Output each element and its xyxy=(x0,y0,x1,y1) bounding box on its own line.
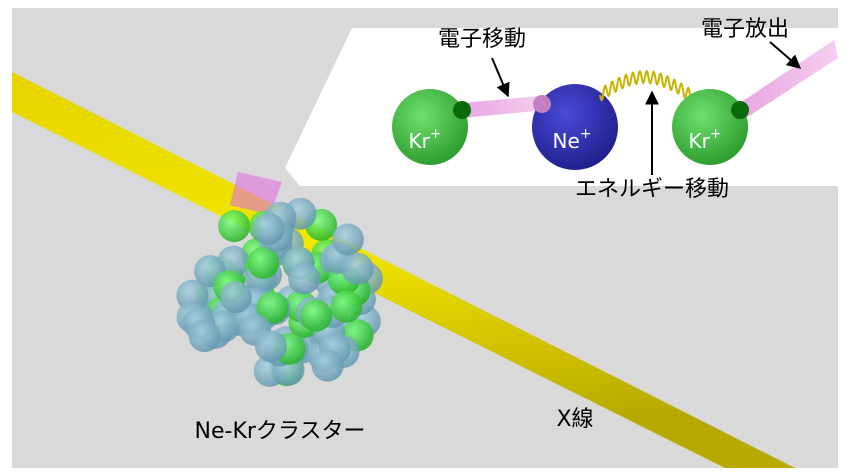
atom-charge: + xyxy=(580,126,592,142)
cluster-atom xyxy=(219,281,252,314)
label: Ne-Krクラスター xyxy=(195,419,366,444)
label: エネルギー移動 xyxy=(575,177,729,202)
cluster-atom xyxy=(256,291,289,324)
atom-label: Ne+ xyxy=(553,126,592,153)
cluster-atom xyxy=(300,299,333,332)
atom-label: Kr+ xyxy=(688,126,721,153)
cluster-atom xyxy=(330,290,363,323)
atom-label: Kr+ xyxy=(408,126,441,153)
cluster-atom xyxy=(247,246,280,279)
arrow xyxy=(491,57,510,98)
label: 電子移動 xyxy=(438,27,526,52)
arrow xyxy=(769,41,802,69)
electron xyxy=(533,95,551,113)
atom-symbol: Ne xyxy=(553,129,580,153)
x-ray-beam xyxy=(12,72,795,468)
ne-atom xyxy=(532,84,618,170)
cluster-atom xyxy=(255,330,288,363)
atom-charge: + xyxy=(710,126,722,142)
energy-wave xyxy=(599,69,691,102)
cluster-atom xyxy=(331,223,364,256)
cluster-atom xyxy=(341,252,374,285)
electron xyxy=(453,101,471,119)
emission-cone xyxy=(740,40,838,118)
cluster xyxy=(176,197,383,387)
cluster-atom xyxy=(311,349,344,382)
atom-charge: + xyxy=(430,126,442,142)
electron xyxy=(731,101,749,119)
cluster-atom xyxy=(288,262,321,295)
kr-atom xyxy=(672,89,748,165)
kr-atom xyxy=(392,89,468,165)
atom-labels: Kr+ Ne+ Kr+ xyxy=(408,126,721,153)
atom-symbol: Kr xyxy=(408,129,430,153)
transfer-cone xyxy=(462,96,546,118)
emission-cone xyxy=(230,172,282,215)
cluster-atom xyxy=(218,210,251,243)
label: 電子放出 xyxy=(701,17,789,42)
cluster-atom xyxy=(188,320,221,353)
atom-symbol: Kr xyxy=(688,129,710,153)
label: X線 xyxy=(556,407,593,432)
cluster-atom xyxy=(252,212,285,245)
